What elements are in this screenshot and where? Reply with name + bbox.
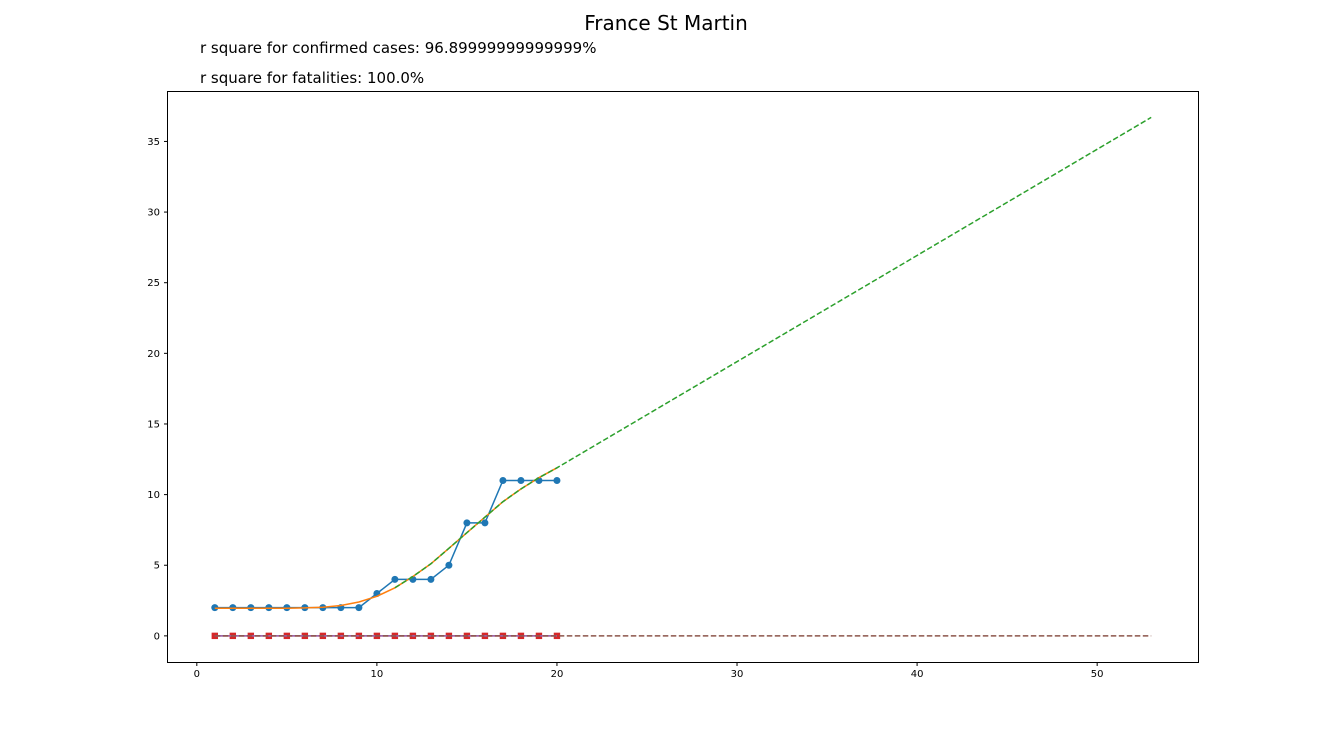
series-line-projection-confirmed [394,116,1152,589]
y-tick-label: 5 [154,561,160,572]
data-point-observed-confirmed [481,519,489,527]
chart-title: France St Martin [584,11,748,35]
x-tick-label: 20 [551,669,564,680]
data-point-observed-confirmed [391,575,399,583]
plot-frame [167,91,1199,663]
x-tick-label: 30 [731,669,744,680]
y-tick-label: 15 [147,419,160,430]
data-point-observed-confirmed [427,575,435,583]
y-tick-label: 35 [147,137,160,148]
data-point-observed-confirmed [445,561,453,569]
plot-area: 0 10 20 30 40 50 0 5 10 15 20 25 30 35 [147,116,1152,680]
x-tick-label: 10 [371,669,384,680]
data-point-observed-confirmed [553,476,561,484]
annotation-confirmed-r-square: r square for confirmed cases: 96.8999999… [200,39,596,57]
y-tick-label: 20 [147,349,160,360]
y-tick-label: 0 [154,631,160,642]
series-line-fit-confirmed [214,467,558,610]
x-tick-label: 0 [194,669,200,680]
data-point-observed-confirmed [499,476,507,484]
y-tick-label: 10 [147,490,160,501]
y-tick-label: 25 [147,278,160,289]
data-point-observed-confirmed [463,519,471,527]
y-tick-label: 30 [147,208,160,219]
data-point-observed-confirmed [517,476,525,484]
x-tick-label: 50 [1091,669,1104,680]
x-tick-label: 40 [911,669,924,680]
annotation-fatalities-r-square: r square for fatalities: 100.0% [200,69,424,87]
data-point-observed-confirmed [355,604,363,612]
